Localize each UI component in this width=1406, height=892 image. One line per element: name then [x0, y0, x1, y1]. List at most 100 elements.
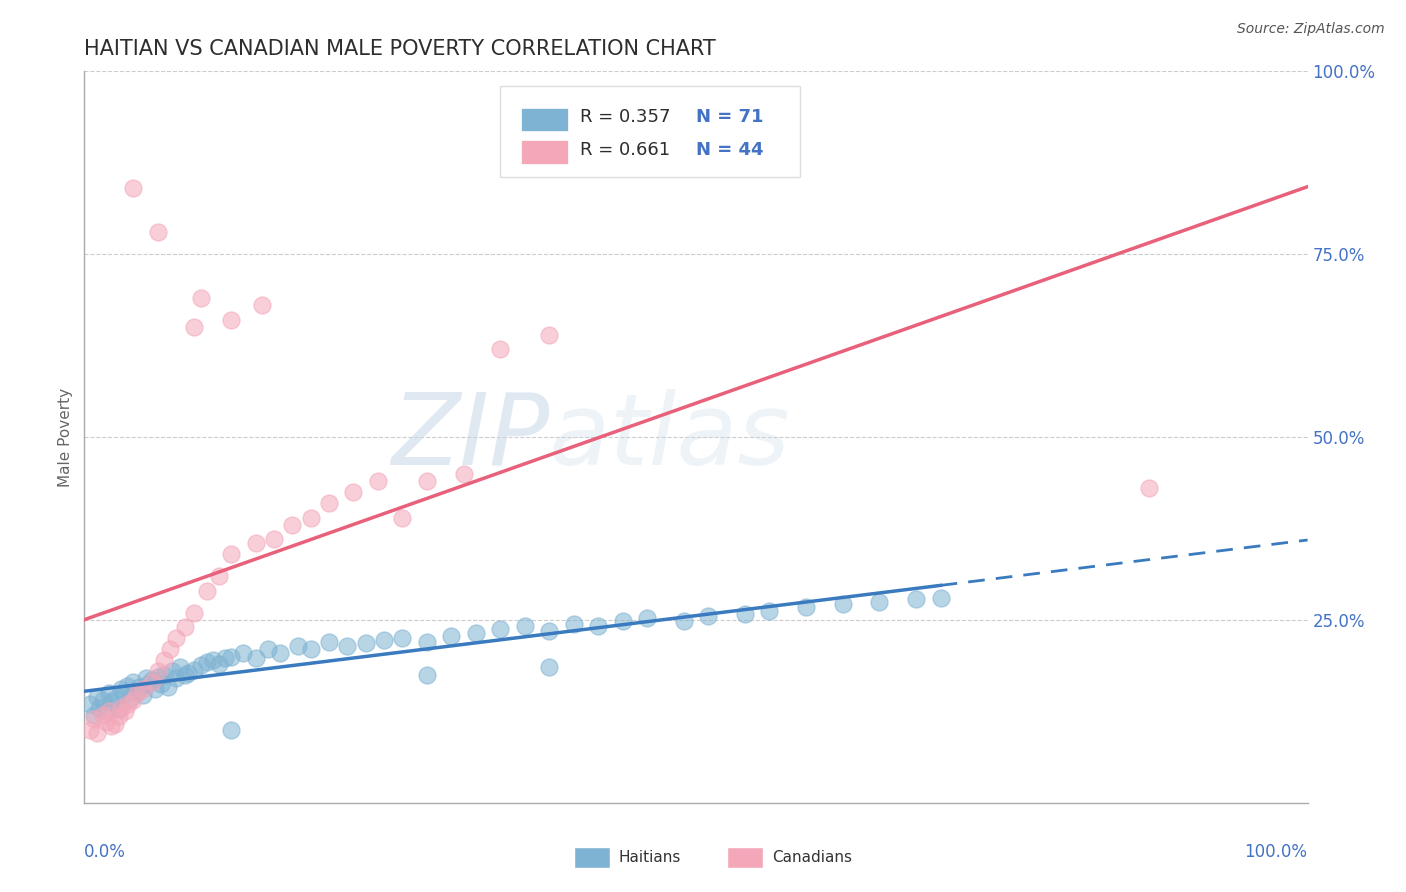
Point: [169, 660, 191, 674]
Point: [83, 708, 105, 723]
FancyBboxPatch shape: [522, 108, 568, 131]
Point: [257, 642, 280, 657]
Point: [1137, 481, 1160, 495]
Point: [250, 298, 273, 312]
Point: [464, 626, 486, 640]
Point: [201, 653, 224, 667]
Text: R = 0.357: R = 0.357: [579, 109, 671, 127]
Point: [97, 686, 120, 700]
Point: [87, 700, 110, 714]
Text: ZIP: ZIP: [391, 389, 550, 485]
Point: [208, 569, 231, 583]
Y-axis label: Male Poverty: Male Poverty: [58, 387, 73, 487]
FancyBboxPatch shape: [727, 847, 763, 868]
Text: 100.0%: 100.0%: [1244, 843, 1308, 861]
Point: [104, 692, 127, 706]
Point: [391, 510, 413, 524]
Point: [208, 657, 231, 671]
Point: [263, 533, 285, 547]
Point: [219, 723, 242, 737]
Point: [114, 705, 136, 719]
Point: [96, 715, 118, 730]
Point: [562, 616, 585, 631]
Point: [104, 716, 127, 731]
Point: [354, 636, 377, 650]
Point: [538, 624, 561, 638]
Point: [219, 649, 242, 664]
Point: [100, 695, 122, 709]
Point: [245, 536, 267, 550]
Point: [758, 604, 780, 618]
Point: [122, 181, 145, 195]
Point: [146, 670, 169, 684]
Text: Canadians: Canadians: [772, 850, 852, 865]
Point: [132, 682, 155, 697]
Point: [122, 693, 145, 707]
Text: N = 71: N = 71: [696, 109, 763, 127]
FancyBboxPatch shape: [574, 847, 610, 868]
Point: [177, 665, 200, 680]
Point: [342, 485, 364, 500]
Point: [190, 658, 212, 673]
Point: [83, 712, 105, 726]
Point: [183, 320, 205, 334]
Point: [183, 606, 205, 620]
FancyBboxPatch shape: [501, 86, 800, 178]
Point: [136, 677, 159, 691]
Point: [869, 594, 891, 608]
Point: [156, 680, 179, 694]
Point: [269, 646, 291, 660]
Text: Source: ZipAtlas.com: Source: ZipAtlas.com: [1237, 22, 1385, 37]
Point: [86, 690, 108, 704]
Point: [538, 660, 561, 674]
Point: [91, 693, 114, 707]
Point: [195, 656, 218, 670]
Point: [195, 583, 218, 598]
Point: [97, 705, 120, 719]
Point: [489, 622, 512, 636]
Point: [183, 663, 205, 677]
Point: [287, 639, 309, 653]
Point: [132, 688, 155, 702]
Point: [929, 591, 952, 605]
Point: [143, 682, 166, 697]
Point: [79, 697, 101, 711]
Point: [299, 510, 322, 524]
Point: [367, 474, 389, 488]
Point: [672, 615, 695, 629]
Point: [586, 619, 609, 633]
Point: [110, 700, 132, 714]
Text: N = 44: N = 44: [696, 141, 763, 159]
Point: [110, 682, 132, 697]
Point: [107, 709, 129, 723]
Point: [112, 688, 135, 702]
Point: [299, 642, 322, 657]
Point: [117, 697, 139, 711]
Point: [86, 726, 108, 740]
Point: [373, 633, 395, 648]
Point: [416, 667, 439, 681]
Point: [318, 496, 340, 510]
Point: [173, 620, 195, 634]
Point: [440, 629, 463, 643]
Point: [146, 225, 169, 239]
Point: [905, 592, 928, 607]
Point: [153, 667, 176, 681]
Text: atlas: atlas: [550, 389, 790, 485]
Point: [416, 635, 439, 649]
Point: [336, 639, 359, 653]
Point: [91, 708, 114, 723]
Point: [125, 684, 148, 698]
Point: [697, 609, 720, 624]
Point: [125, 686, 148, 700]
Point: [734, 607, 756, 621]
Point: [391, 632, 413, 646]
Point: [318, 635, 340, 649]
Point: [146, 664, 169, 678]
Point: [107, 702, 129, 716]
Point: [135, 672, 157, 686]
Point: [219, 313, 242, 327]
Point: [141, 673, 163, 687]
Point: [115, 679, 138, 693]
Point: [489, 343, 512, 357]
